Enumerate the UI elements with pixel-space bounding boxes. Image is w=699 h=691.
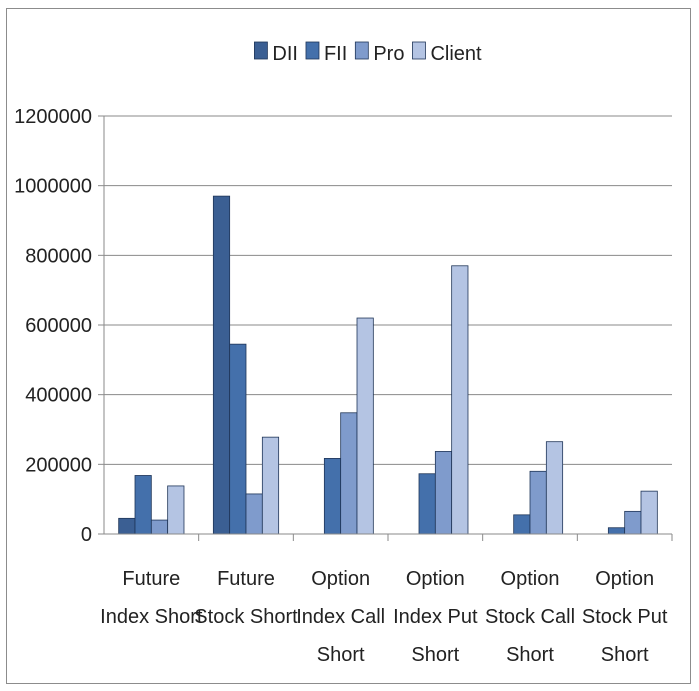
bar-dii — [118, 517, 136, 535]
bar-fii — [323, 458, 342, 535]
x-category-label: Index Call — [296, 606, 385, 628]
axes — [98, 115, 673, 541]
bar-client — [167, 485, 185, 535]
legend-swatch-dii — [254, 41, 268, 60]
x-category-label: Stock Call — [485, 606, 575, 628]
bar-client — [545, 441, 564, 535]
x-category-label: Future — [122, 568, 180, 590]
bar-pro — [150, 519, 169, 535]
x-category-label: Stock Short — [194, 606, 298, 628]
y-tick-label: 400000 — [25, 385, 92, 407]
x-category-label: Option — [406, 568, 465, 590]
legend-label-client: Client — [430, 43, 482, 65]
legend-swatch-fii — [305, 41, 320, 60]
x-category-label: Index Put — [393, 606, 478, 628]
bar-pro — [245, 493, 263, 535]
bar-client — [451, 265, 469, 535]
x-category-label: Option — [595, 568, 654, 590]
bar-fii — [418, 473, 436, 535]
bar-client — [640, 490, 658, 535]
legend-label-dii: DII — [272, 43, 298, 65]
x-category-label: Short — [411, 644, 459, 666]
bar-fii — [134, 475, 152, 535]
bar-dii — [212, 195, 231, 535]
bar-fii — [607, 527, 626, 535]
y-axis-tick-labels: 0 200000 400000 600000 800000 1000000 1200000 — [14, 106, 92, 546]
x-category-label: Short — [506, 644, 554, 666]
y-tick-label: 200000 — [25, 454, 92, 476]
bar-pro — [529, 470, 547, 535]
y-tick-label: 0 — [81, 524, 92, 546]
bar-pro — [434, 451, 453, 535]
chart-area — [6, 8, 691, 684]
bar-fii — [513, 514, 531, 535]
y-tick-label: 800000 — [25, 245, 92, 267]
x-category-label: Future — [217, 568, 275, 590]
x-category-label: Option — [311, 568, 370, 590]
bar-pro — [624, 510, 642, 535]
legend-label-fii: FII — [324, 43, 347, 65]
x-category-label: Stock Put — [582, 606, 668, 628]
bars — [118, 195, 658, 535]
y-tick-label: 1200000 — [14, 106, 92, 128]
bar-client — [261, 436, 280, 535]
legend: DII FII Pro Client — [254, 41, 482, 65]
x-axis-category-labels: Future Index Short Future Stock Short Option… — [100, 568, 668, 666]
y-tick-label: 1000000 — [14, 176, 92, 198]
x-category-label: Short — [601, 644, 649, 666]
legend-swatch-pro — [354, 41, 369, 60]
gridlines — [104, 115, 672, 465]
legend-label-pro: Pro — [373, 43, 404, 65]
legend-swatch-client — [412, 41, 426, 60]
bar-pro — [340, 412, 358, 535]
x-category-label: Option — [501, 568, 560, 590]
x-category-label: Index Short — [100, 606, 203, 628]
y-tick-label: 600000 — [25, 315, 92, 337]
x-category-label: Short — [317, 644, 365, 666]
bar-client — [356, 317, 374, 535]
bar-fii — [229, 343, 247, 535]
